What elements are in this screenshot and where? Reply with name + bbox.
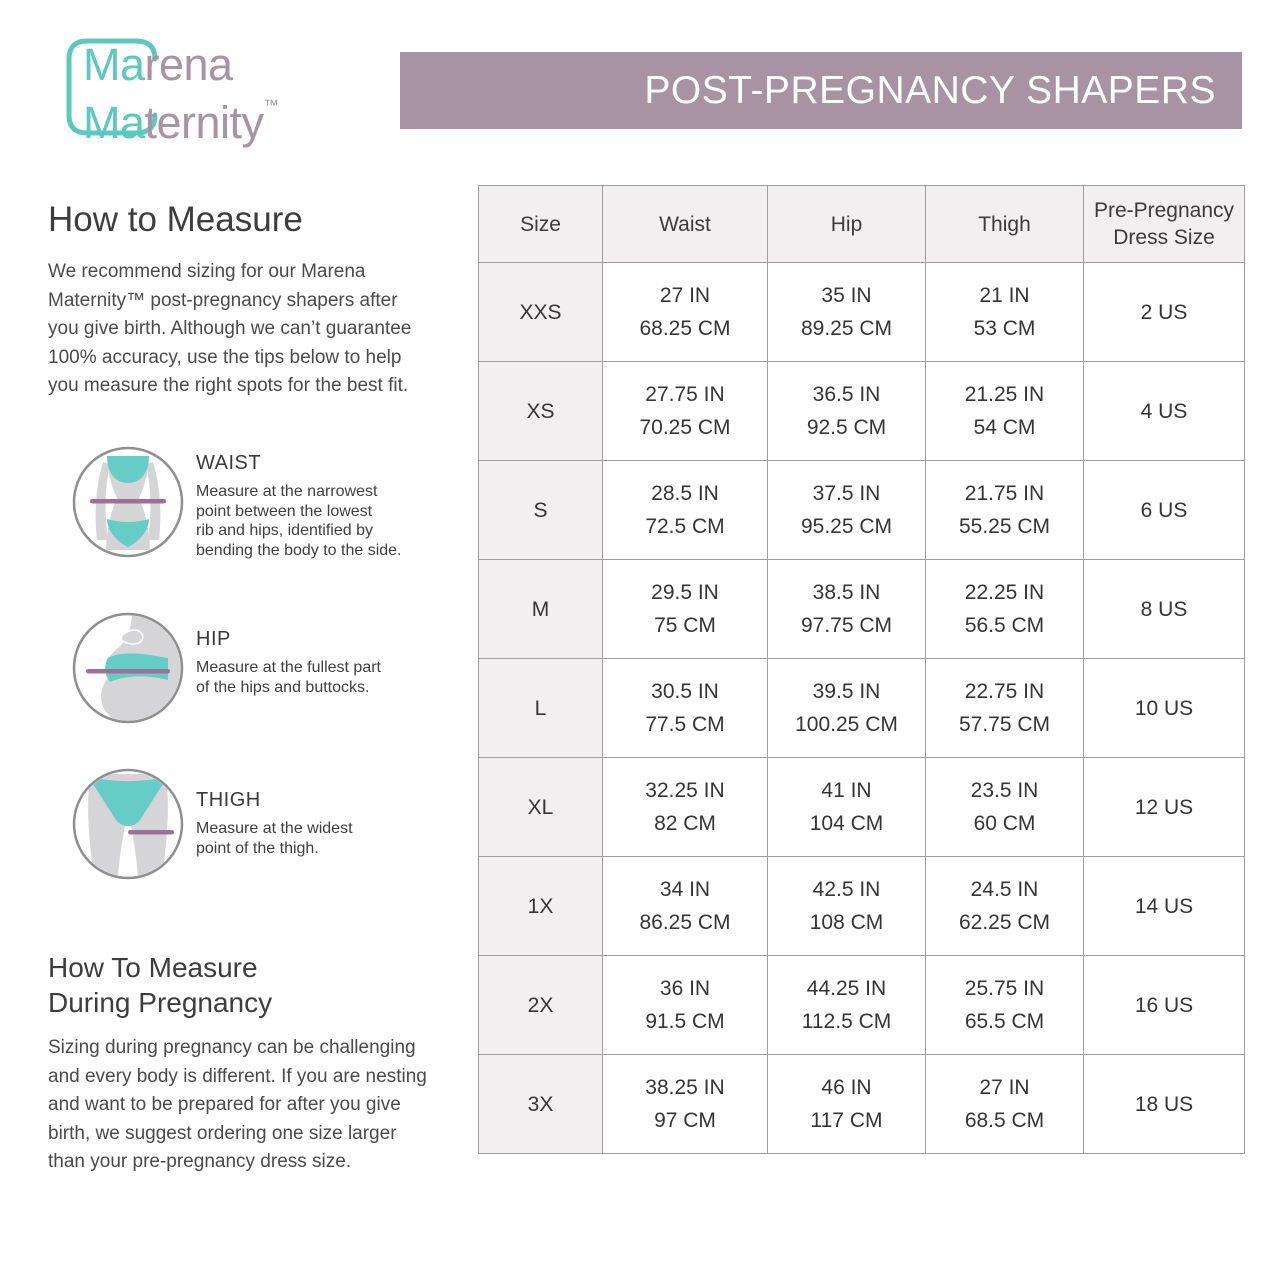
dress-size-cell: 8 US xyxy=(1083,559,1245,659)
table-row: M 29.5 IN 75 CM 38.5 IN 97.75 CM 22.25 IN 56.5… xyxy=(478,559,1245,659)
column-header-thigh: Thigh xyxy=(925,185,1084,263)
how-to-measure-body: We recommend sizing for our Marena Mater… xyxy=(48,261,412,396)
column-header-waist: Waist xyxy=(602,185,768,263)
hip-tip-description: Measure at the fullest part of the hips … xyxy=(196,659,381,696)
waist-cell: 28.5 IN 72.5 CM xyxy=(602,460,768,560)
hip-cell: 35 IN 89.25 CM xyxy=(767,262,926,362)
page-title-banner: POST-PREGNANCY SHAPERS xyxy=(400,52,1242,129)
thigh-cell: 21 IN 53 CM xyxy=(925,262,1084,362)
hip-cell: 42.5 IN 108 CM xyxy=(767,856,926,956)
thigh-cell: 23.5 IN 60 CM xyxy=(925,757,1084,857)
waist-cell: 27.75 IN 70.25 CM xyxy=(602,361,768,461)
waist-cell: 38.25 IN 97 CM xyxy=(602,1054,768,1154)
dress-size-cell: 4 US xyxy=(1083,361,1245,461)
thigh-cell: 21.75 IN 55.25 CM xyxy=(925,460,1084,560)
dress-size-cell: 14 US xyxy=(1083,856,1245,956)
hip-tip-label: HIP xyxy=(196,628,231,650)
size-cell: XL xyxy=(478,757,603,857)
waist-tip-label: WAIST xyxy=(196,452,262,474)
how-to-measure-title: How to Measure xyxy=(48,200,303,239)
waist-cell: 30.5 IN 77.5 CM xyxy=(602,658,768,758)
page-title: POST-PREGNANCY SHAPERS xyxy=(644,69,1216,112)
logo-wordmark: Marena Maternity™ xyxy=(83,39,279,148)
hip-cell: 38.5 IN 97.75 CM xyxy=(767,559,926,659)
marena-maternity-logo: Marena Maternity™ xyxy=(66,36,396,146)
thigh-cell: 25.75 IN 65.5 CM xyxy=(925,955,1084,1055)
size-table-body: XXS 27 IN 68.25 CM 35 IN 89.25 CM 21 IN 53 CM 2… xyxy=(478,262,1245,1154)
size-cell: 3X xyxy=(478,1054,603,1154)
size-cell: XS xyxy=(478,361,603,461)
table-row: S 28.5 IN 72.5 CM 37.5 IN 95.25 CM 21.75 IN 55… xyxy=(478,460,1245,560)
size-cell: XXS xyxy=(478,262,603,362)
thigh-cell: 21.25 IN 54 CM xyxy=(925,361,1084,461)
table-row: 2X 36 IN 91.5 CM 44.25 IN 112.5 CM 25.75 IN 65… xyxy=(478,955,1245,1055)
dress-size-cell: 6 US xyxy=(1083,460,1245,560)
waist-cell: 27 IN 68.25 CM xyxy=(602,262,768,362)
during-pregnancy-body: Sizing during pregnancy can be challengi… xyxy=(48,1037,427,1172)
column-header-hip: Hip xyxy=(767,185,926,263)
dress-size-cell: 18 US xyxy=(1083,1054,1245,1154)
waist-tip: WAIST Measure at the narrowest point bet… xyxy=(196,452,446,560)
thigh-cell: 24.5 IN 62.25 CM xyxy=(925,856,1084,956)
dress-size-cell: 2 US xyxy=(1083,262,1245,362)
thigh-tip-description: Measure at the widest point of the thigh… xyxy=(196,820,353,857)
hip-cell: 37.5 IN 95.25 CM xyxy=(767,460,926,560)
logo-line-2: Maternity™ xyxy=(83,97,279,148)
table-row: 3X 38.25 IN 97 CM 46 IN 117 CM 27 IN 68.5 CM 18… xyxy=(478,1054,1245,1154)
hip-cell: 39.5 IN 100.25 CM xyxy=(767,658,926,758)
during-pregnancy-title: How To Measure During Pregnancy xyxy=(48,952,273,1018)
size-cell: S xyxy=(478,460,603,560)
hip-cell: 44.25 IN 112.5 CM xyxy=(767,955,926,1055)
trademark-symbol: ™ xyxy=(263,97,279,114)
size-cell: L xyxy=(478,658,603,758)
waist-cell: 29.5 IN 75 CM xyxy=(602,559,768,659)
table-row: L 30.5 IN 77.5 CM 39.5 IN 100.25 CM 22.75 IN 5… xyxy=(478,658,1245,758)
dress-size-cell: 10 US xyxy=(1083,658,1245,758)
hip-figure-icon xyxy=(72,612,184,724)
table-row: XL 32.25 IN 82 CM 41 IN 104 CM 23.5 IN 60 CM 12… xyxy=(478,757,1245,857)
dress-size-cell: 12 US xyxy=(1083,757,1245,857)
table-row: 1X 34 IN 86.25 CM 42.5 IN 108 CM 24.5 IN 62.25… xyxy=(478,856,1245,956)
logo-line-1: Marena xyxy=(83,39,233,90)
thigh-figure-icon xyxy=(72,768,184,880)
hip-tip: HIP Measure at the fullest part of the h… xyxy=(196,628,446,697)
column-header-size: Size xyxy=(478,185,603,263)
waist-cell: 34 IN 86.25 CM xyxy=(602,856,768,956)
table-row: XS 27.75 IN 70.25 CM 36.5 IN 92.5 CM 21.25 IN… xyxy=(478,361,1245,461)
column-header-dress-size: Pre-Pregnancy Dress Size xyxy=(1083,185,1245,263)
hip-cell: 36.5 IN 92.5 CM xyxy=(767,361,926,461)
waist-cell: 32.25 IN 82 CM xyxy=(602,757,768,857)
thigh-tip-label: THIGH xyxy=(196,789,261,811)
size-chart-table: Size Waist Hip Thigh Pre-Pregnancy Dress… xyxy=(478,185,1245,1154)
hip-cell: 46 IN 117 CM xyxy=(767,1054,926,1154)
table-row: XXS 27 IN 68.25 CM 35 IN 89.25 CM 21 IN 53 CM 2… xyxy=(478,262,1245,362)
waist-tip-description: Measure at the narrowest point between t… xyxy=(196,483,402,559)
size-cell: M xyxy=(478,559,603,659)
size-cell: 1X xyxy=(478,856,603,956)
waist-cell: 36 IN 91.5 CM xyxy=(602,955,768,1055)
thigh-cell: 27 IN 68.5 CM xyxy=(925,1054,1084,1154)
size-chart-header: Size Waist Hip Thigh Pre-Pregnancy Dress… xyxy=(478,185,1245,263)
dress-size-cell: 16 US xyxy=(1083,955,1245,1055)
size-cell: 2X xyxy=(478,955,603,1055)
logo-bracket-icon xyxy=(66,38,158,136)
hip-cell: 41 IN 104 CM xyxy=(767,757,926,857)
thigh-cell: 22.75 IN 57.75 CM xyxy=(925,658,1084,758)
thigh-cell: 22.25 IN 56.5 CM xyxy=(925,559,1084,659)
waist-figure-icon xyxy=(72,446,184,558)
thigh-tip: THIGH Measure at the widest point of the… xyxy=(196,789,446,858)
